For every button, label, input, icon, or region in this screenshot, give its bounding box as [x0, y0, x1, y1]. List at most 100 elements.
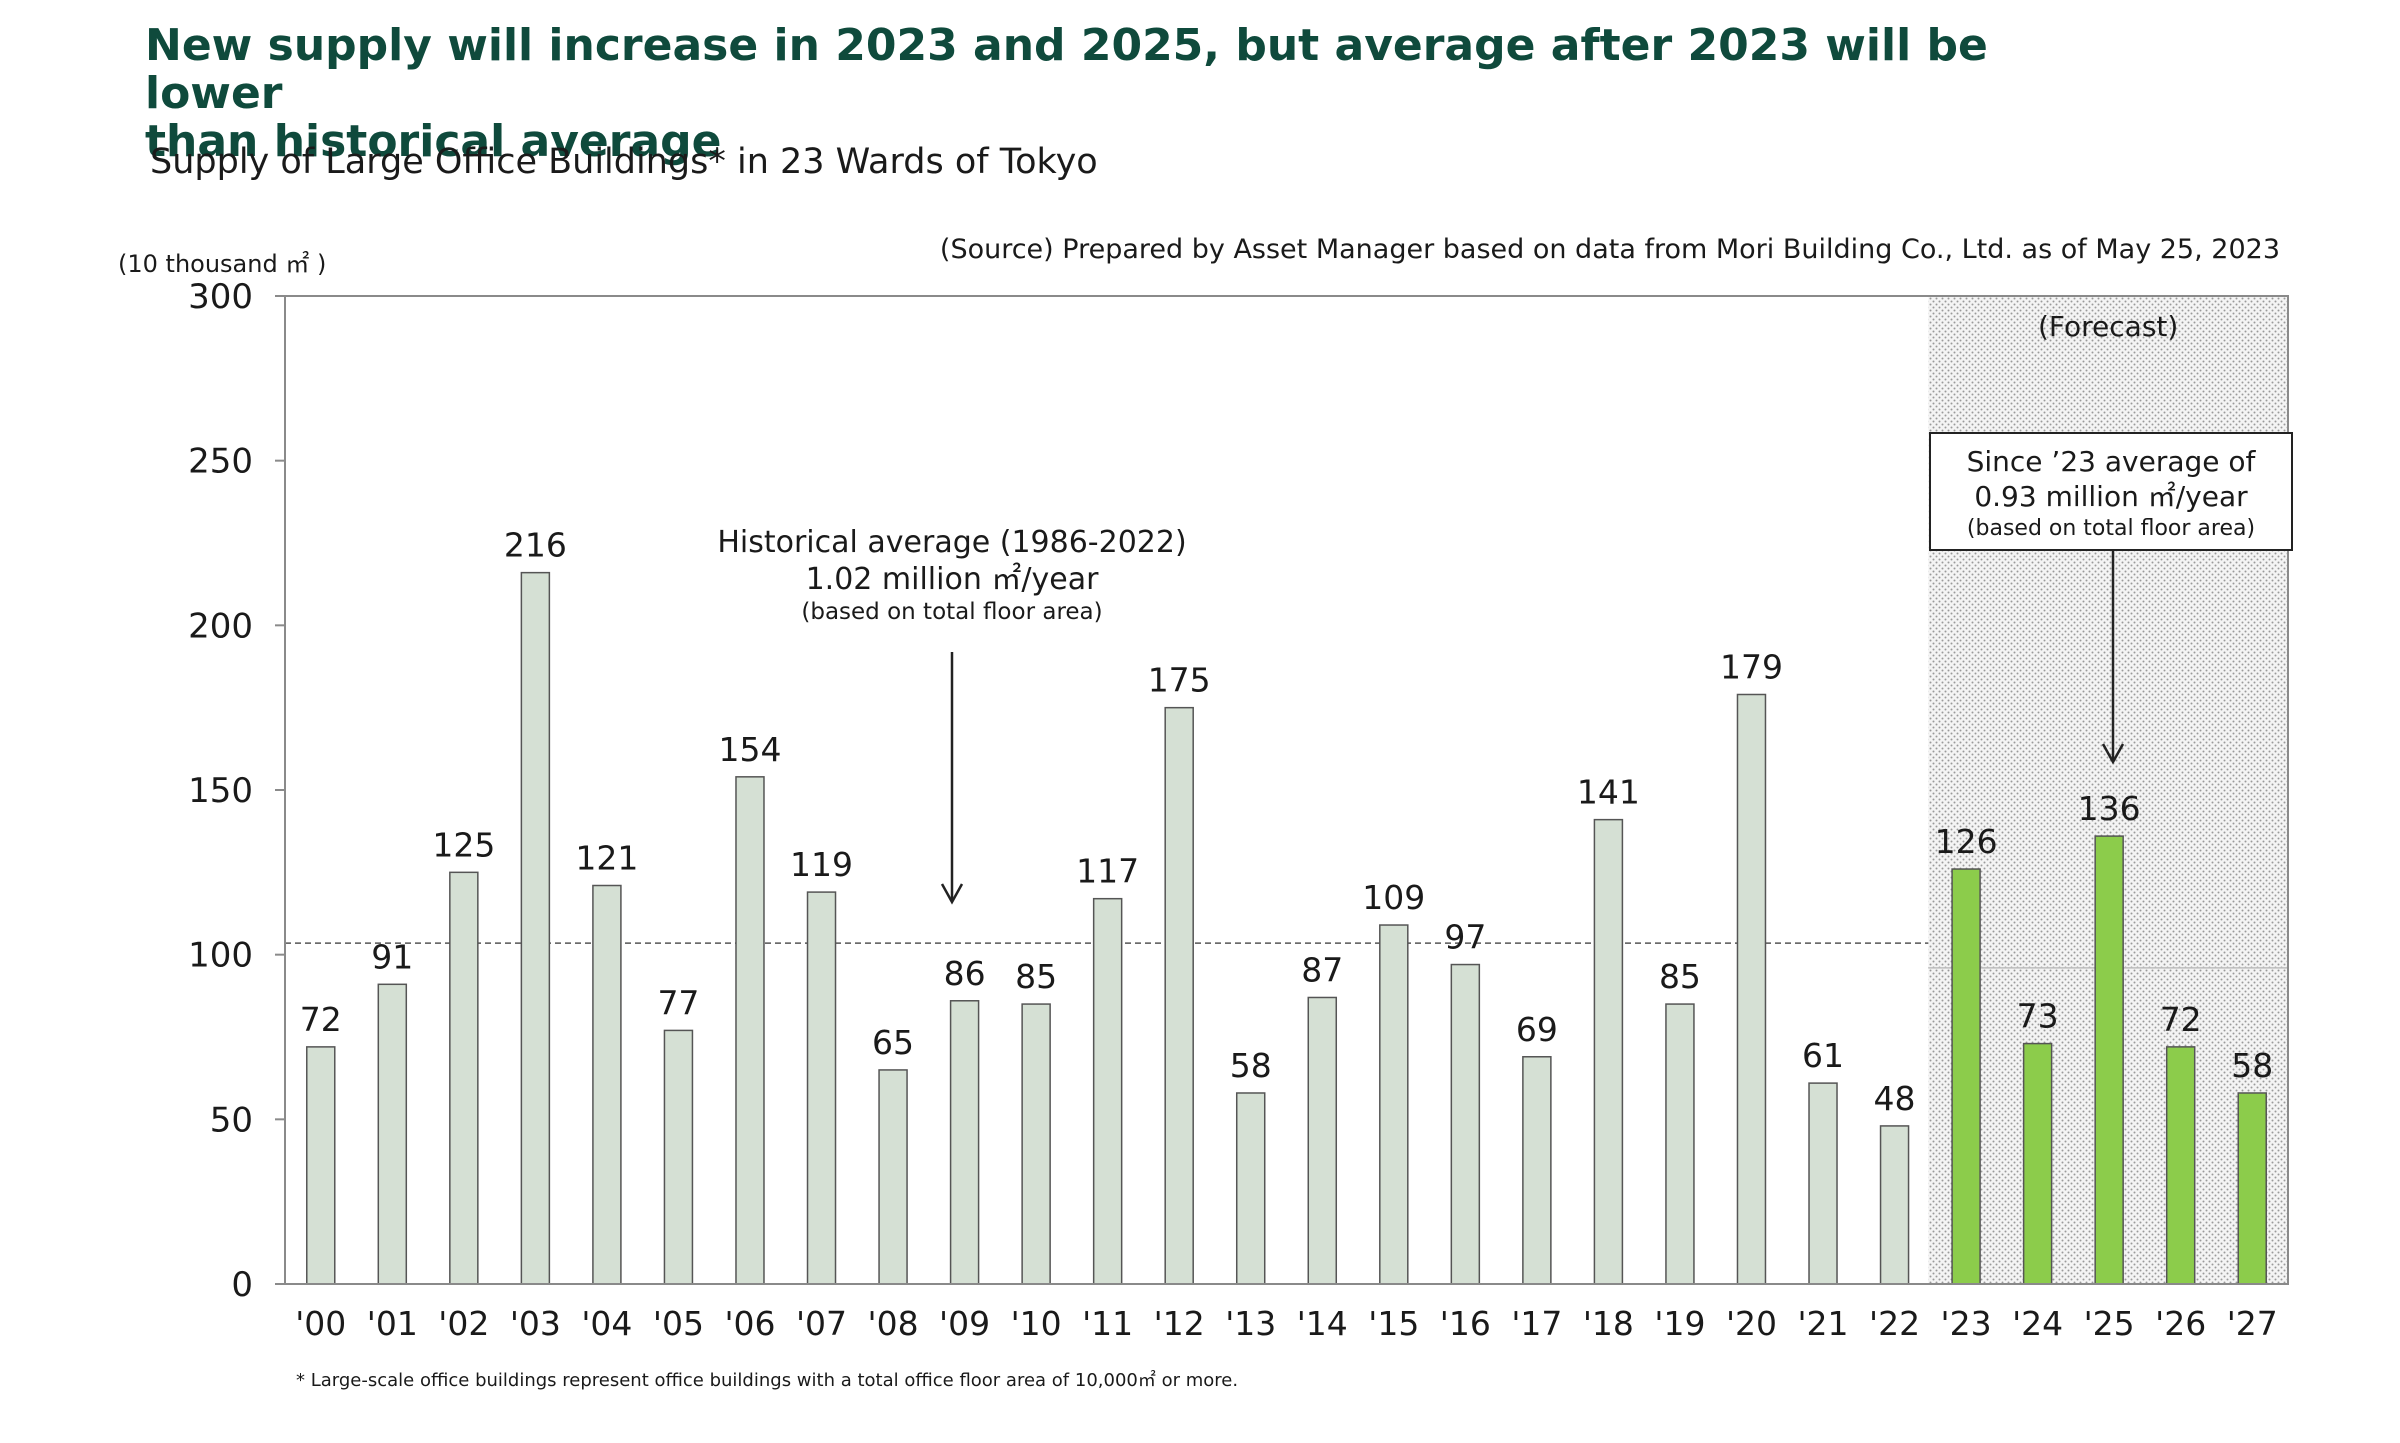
bar-15: [1379, 924, 1409, 1285]
y-tick-label: 0: [231, 1265, 253, 1305]
x-tick-label: '02: [438, 1304, 489, 1343]
data-label: 109: [1362, 878, 1425, 917]
x-tick-label: '05: [653, 1304, 704, 1343]
bar-12: [1164, 706, 1194, 1285]
bar-06: [735, 776, 765, 1285]
bar-22: [1879, 1125, 1910, 1285]
x-tick-label: '18: [1583, 1304, 1634, 1343]
x-tick-label: '17: [1511, 1304, 1562, 1343]
x-tick-label: '12: [1154, 1304, 1205, 1343]
forecast-average-note: (based on total floor area): [1967, 516, 2255, 541]
headline: New supply will increase in 2023 and 202…: [145, 22, 2105, 166]
bar-07: [806, 891, 837, 1285]
x-tick-label: '08: [868, 1304, 919, 1343]
data-label: 61: [1802, 1036, 1844, 1075]
x-tick-label: '03: [510, 1304, 561, 1343]
bar-27: [2237, 1092, 2267, 1285]
x-tick-label: '26: [2155, 1304, 2206, 1343]
y-tick-label: 200: [188, 606, 253, 646]
data-label: 121: [575, 839, 638, 878]
footnote: * Large-scale office buildings represent…: [296, 1370, 1239, 1391]
data-label: 48: [1874, 1079, 1916, 1118]
headline-line-2: than historical average: [145, 116, 722, 167]
bar-17: [1522, 1056, 1552, 1285]
x-tick-label: '24: [2012, 1304, 2063, 1343]
forecast-average-arrowhead: [2101, 743, 2125, 765]
bar-11: [1092, 897, 1123, 1285]
bar-04: [592, 884, 622, 1285]
x-tick-label: '07: [796, 1304, 847, 1343]
data-label: 125: [432, 825, 495, 864]
bar-00: [306, 1046, 336, 1285]
data-label: 216: [504, 526, 567, 565]
x-tick-label: '25: [2084, 1304, 2135, 1343]
x-tick-label: '23: [1941, 1304, 1992, 1343]
data-label: 136: [2078, 789, 2141, 828]
data-label: 97: [1444, 918, 1486, 957]
historical-average-arrowhead: [940, 883, 964, 905]
x-tick-label: '19: [1654, 1304, 1705, 1343]
x-tick-label: '09: [939, 1304, 990, 1343]
data-label: 58: [2231, 1046, 2273, 1085]
bar-16: [1450, 963, 1481, 1285]
bar-08: [878, 1069, 908, 1285]
data-label: 179: [1720, 647, 1783, 686]
y-tick-label: 50: [210, 1100, 253, 1140]
headline-line-1: New supply will increase in 2023 and 202…: [145, 20, 1988, 119]
historical-average-title: Historical average (1986-2022): [717, 525, 1186, 560]
historical-average-value: 1.02 million ㎡/year: [806, 562, 1100, 597]
data-label: 77: [657, 983, 699, 1022]
source-note: (Source) Prepared by Asset Manager based…: [939, 234, 2280, 265]
data-label: 119: [790, 845, 853, 884]
bar-23: [1951, 868, 1981, 1285]
data-label: 175: [1148, 661, 1211, 700]
x-tick-label: '00: [295, 1304, 346, 1343]
forecast-label: (Forecast): [2038, 310, 2178, 343]
bar-18: [1593, 818, 1624, 1285]
y-tick-label: 100: [188, 936, 253, 976]
bar-26: [2165, 1046, 2196, 1285]
historical-average-note: (based on total floor area): [801, 599, 1102, 625]
bar-10: [1021, 1003, 1051, 1285]
chart-title: Supply of Large Office Buildings* in 23 …: [150, 142, 1098, 182]
data-label: 141: [1577, 773, 1640, 812]
x-tick-label: '27: [2227, 1304, 2278, 1343]
x-tick-label: '20: [1726, 1304, 1777, 1343]
data-label: 85: [1659, 957, 1701, 996]
forecast-average-box: [1929, 432, 2293, 551]
forecast-average-title: Since ’23 average of: [1967, 445, 2257, 478]
x-tick-label: '22: [1869, 1304, 1920, 1343]
data-label: 85: [1015, 957, 1057, 996]
data-label: 69: [1516, 1010, 1558, 1049]
data-label: 126: [1935, 822, 1998, 861]
y-axis-unit-label: (10 thousand ㎡ ): [118, 250, 327, 278]
x-tick-label: '13: [1225, 1304, 1276, 1343]
data-label: 58: [1230, 1046, 1272, 1085]
y-tick-label: 150: [188, 771, 253, 811]
x-tick-label: '21: [1797, 1304, 1848, 1343]
data-label: 65: [872, 1023, 914, 1062]
x-tick-label: '10: [1011, 1304, 1062, 1343]
forecast-average-value: 0.93 million ㎡/year: [1974, 480, 2248, 513]
data-label: 154: [718, 730, 781, 769]
bar-01: [377, 983, 408, 1285]
bar-05: [663, 1029, 694, 1285]
bar-20: [1736, 693, 1767, 1285]
bar-25: [2094, 835, 2124, 1285]
x-tick-label: '06: [724, 1304, 775, 1343]
bar-03: [520, 571, 551, 1285]
data-label: 91: [371, 937, 413, 976]
y-tick-label: 250: [188, 442, 253, 482]
data-label: 73: [2017, 997, 2059, 1036]
bar-21: [1808, 1082, 1838, 1285]
x-tick-label: '15: [1368, 1304, 1419, 1343]
data-label: 87: [1301, 950, 1343, 989]
bar-14: [1307, 996, 1338, 1285]
x-tick-label: '14: [1297, 1304, 1348, 1343]
data-label: 72: [2160, 1000, 2202, 1039]
bar-13: [1235, 1092, 1266, 1285]
x-tick-label: '01: [367, 1304, 418, 1343]
bar-24: [2022, 1042, 2053, 1285]
data-label: 72: [300, 1000, 342, 1039]
